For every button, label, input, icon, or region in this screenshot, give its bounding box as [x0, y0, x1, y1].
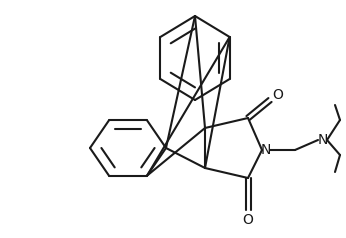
Text: N: N [261, 143, 271, 157]
Text: N: N [318, 133, 328, 147]
Text: O: O [273, 88, 283, 102]
Text: O: O [243, 213, 253, 227]
